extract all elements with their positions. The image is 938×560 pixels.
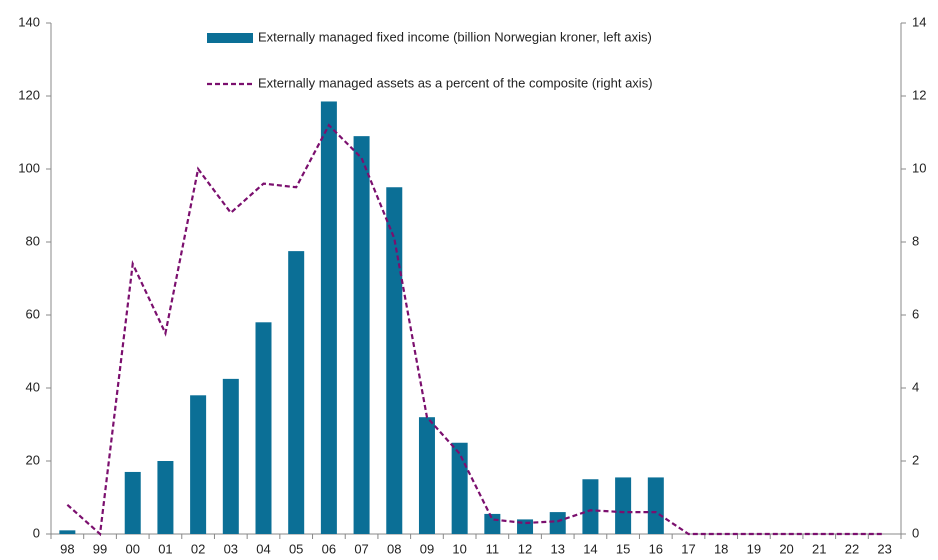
x-tick-label: 12 — [518, 541, 532, 556]
bar — [59, 530, 76, 534]
x-tick-label: 14 — [583, 541, 597, 556]
x-tick-label: 01 — [158, 541, 172, 556]
x-tick-label: 02 — [191, 541, 205, 556]
bar — [222, 378, 239, 534]
x-tick-label: 98 — [60, 541, 74, 556]
x-tick-label: 13 — [550, 541, 564, 556]
y-tick-label: 60 — [26, 306, 40, 321]
bar — [386, 187, 403, 534]
x-tick-label: 19 — [747, 541, 761, 556]
y2-tick-label: 4 — [912, 379, 919, 394]
y2-tick-label: 8 — [912, 233, 919, 248]
x-tick-label: 23 — [877, 541, 891, 556]
y-tick-label: 140 — [18, 14, 40, 29]
x-tick-label: 10 — [452, 541, 466, 556]
y-tick-label: 0 — [33, 525, 40, 540]
bar — [157, 461, 174, 534]
y2-tick-label: 6 — [912, 306, 919, 321]
x-tick-label: 09 — [420, 541, 434, 556]
x-tick-label: 04 — [256, 541, 270, 556]
y2-tick-label: 10 — [912, 160, 926, 175]
x-tick-label: 11 — [486, 541, 500, 556]
x-tick-label: 18 — [714, 541, 728, 556]
legend-label: Externally managed assets as a percent o… — [258, 75, 653, 90]
x-tick-label: 22 — [845, 541, 859, 556]
y-tick-label: 120 — [18, 87, 40, 102]
y2-tick-label: 12 — [912, 87, 926, 102]
x-tick-label: 00 — [125, 541, 139, 556]
y2-tick-label: 0 — [912, 525, 919, 540]
x-tick-label: 15 — [616, 541, 630, 556]
bar — [418, 417, 435, 534]
bar — [647, 477, 664, 534]
legend-label: Externally managed fixed income (billion… — [258, 29, 652, 44]
x-tick-label: 17 — [681, 541, 695, 556]
bar — [255, 322, 272, 534]
bar — [615, 477, 632, 534]
x-tick-label: 16 — [649, 541, 663, 556]
y-tick-label: 20 — [26, 452, 40, 467]
y-tick-label: 80 — [26, 233, 40, 248]
y-tick-label: 40 — [26, 379, 40, 394]
y2-tick-label: 14 — [912, 14, 926, 29]
x-tick-label: 21 — [812, 541, 826, 556]
legend-swatch — [207, 33, 253, 43]
bar — [288, 251, 305, 534]
x-tick-label: 05 — [289, 541, 303, 556]
line — [66, 123, 885, 537]
y2-tick-label: 2 — [912, 452, 919, 467]
bar — [190, 395, 207, 534]
x-tick-label: 07 — [354, 541, 368, 556]
x-tick-label: 06 — [322, 541, 336, 556]
bar — [124, 471, 141, 534]
x-tick-label: 03 — [224, 541, 238, 556]
x-tick-label: 08 — [387, 541, 401, 556]
bar — [549, 512, 566, 534]
bar — [451, 442, 468, 534]
bar — [353, 136, 370, 534]
x-tick-label: 99 — [93, 541, 107, 556]
bar — [320, 101, 337, 534]
bar — [582, 479, 599, 534]
y-tick-label: 100 — [18, 160, 40, 175]
x-tick-label: 20 — [779, 541, 793, 556]
